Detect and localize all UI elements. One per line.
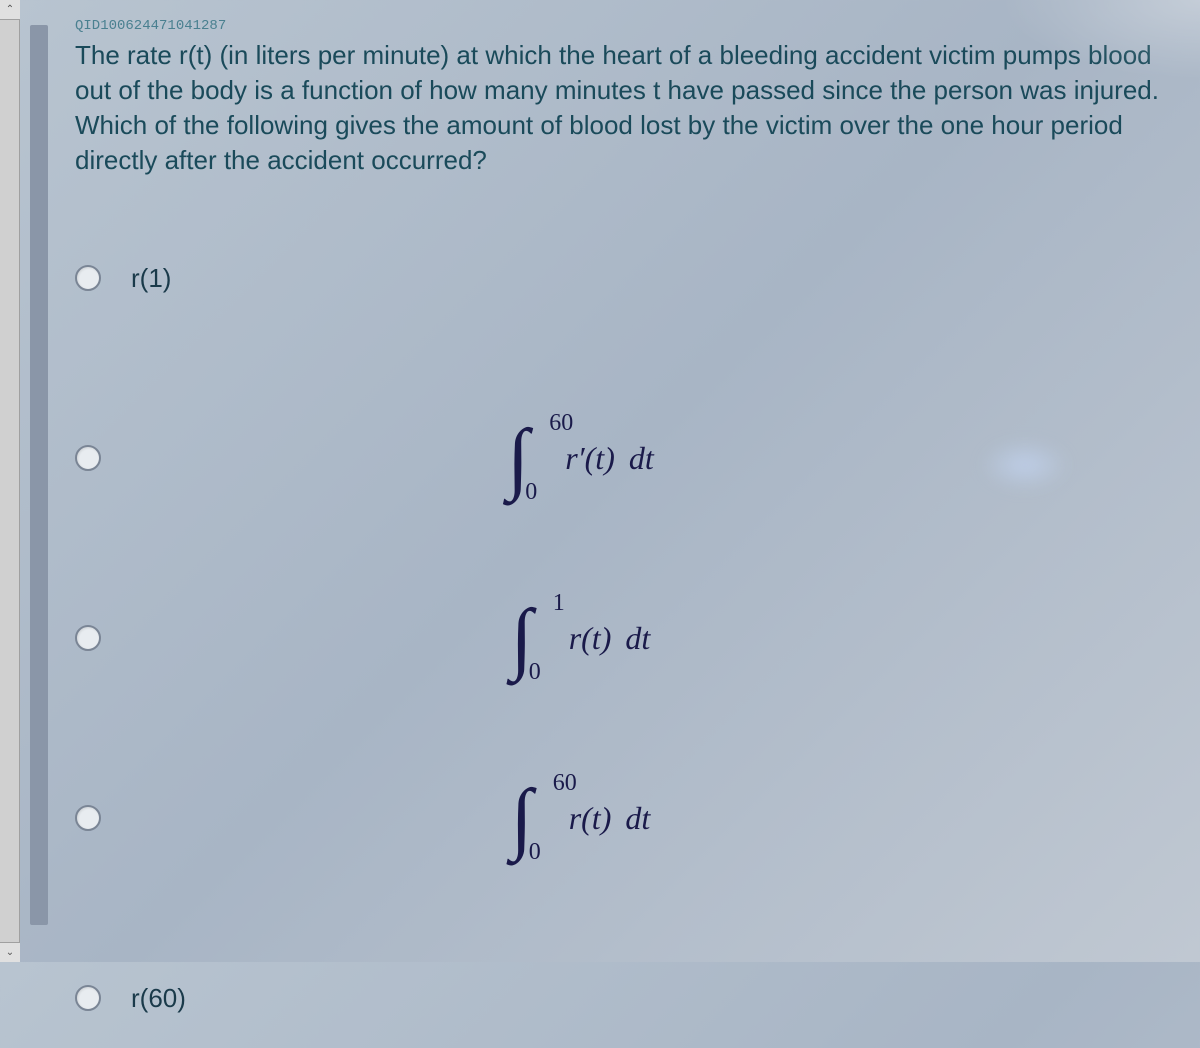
integrand: r(t) dt (569, 620, 651, 657)
answer-option[interactable]: ∫ 60 0 r(t) dt (75, 768, 1180, 868)
integral-symbol: ∫ 60 0 (507, 426, 529, 490)
question-content: QID100624471041287 The rate r(t) (in lit… (75, 18, 1180, 1048)
upper-limit: 1 (553, 594, 565, 613)
glare-artifact (980, 440, 1070, 490)
answer-option[interactable]: ∫ 1 0 r(t) dt (75, 588, 1180, 688)
glare-artifact (1000, 0, 1200, 80)
upper-limit: 60 (553, 774, 577, 793)
lower-limit: 0 (529, 663, 541, 682)
upper-limit: 60 (549, 414, 573, 433)
scrollbar-track[interactable]: ⌃ ⌄ (0, 0, 20, 962)
option-formula: ∫ 1 0 r(t) dt (131, 606, 1180, 670)
answer-option[interactable]: r(60) (75, 948, 1180, 1048)
integrand: r(t) dt (569, 800, 651, 837)
radio-button[interactable] (75, 265, 101, 291)
integrand: r′(t) dt (565, 440, 654, 477)
integral-symbol: ∫ 60 0 (511, 786, 533, 850)
scroll-down-button[interactable]: ⌄ (0, 942, 20, 962)
option-label: r(60) (131, 983, 186, 1014)
option-label: r(1) (131, 263, 171, 294)
progress-bar (30, 25, 48, 925)
radio-button[interactable] (75, 625, 101, 651)
answer-option[interactable]: r(1) (75, 228, 1180, 328)
lower-limit: 0 (525, 483, 537, 502)
scroll-up-button[interactable]: ⌃ (0, 0, 20, 20)
radio-button[interactable] (75, 445, 101, 471)
option-formula: ∫ 60 0 r(t) dt (131, 786, 1180, 850)
radio-button[interactable] (75, 805, 101, 831)
radio-button[interactable] (75, 985, 101, 1011)
lower-limit: 0 (529, 843, 541, 862)
integral-symbol: ∫ 1 0 (511, 606, 533, 670)
